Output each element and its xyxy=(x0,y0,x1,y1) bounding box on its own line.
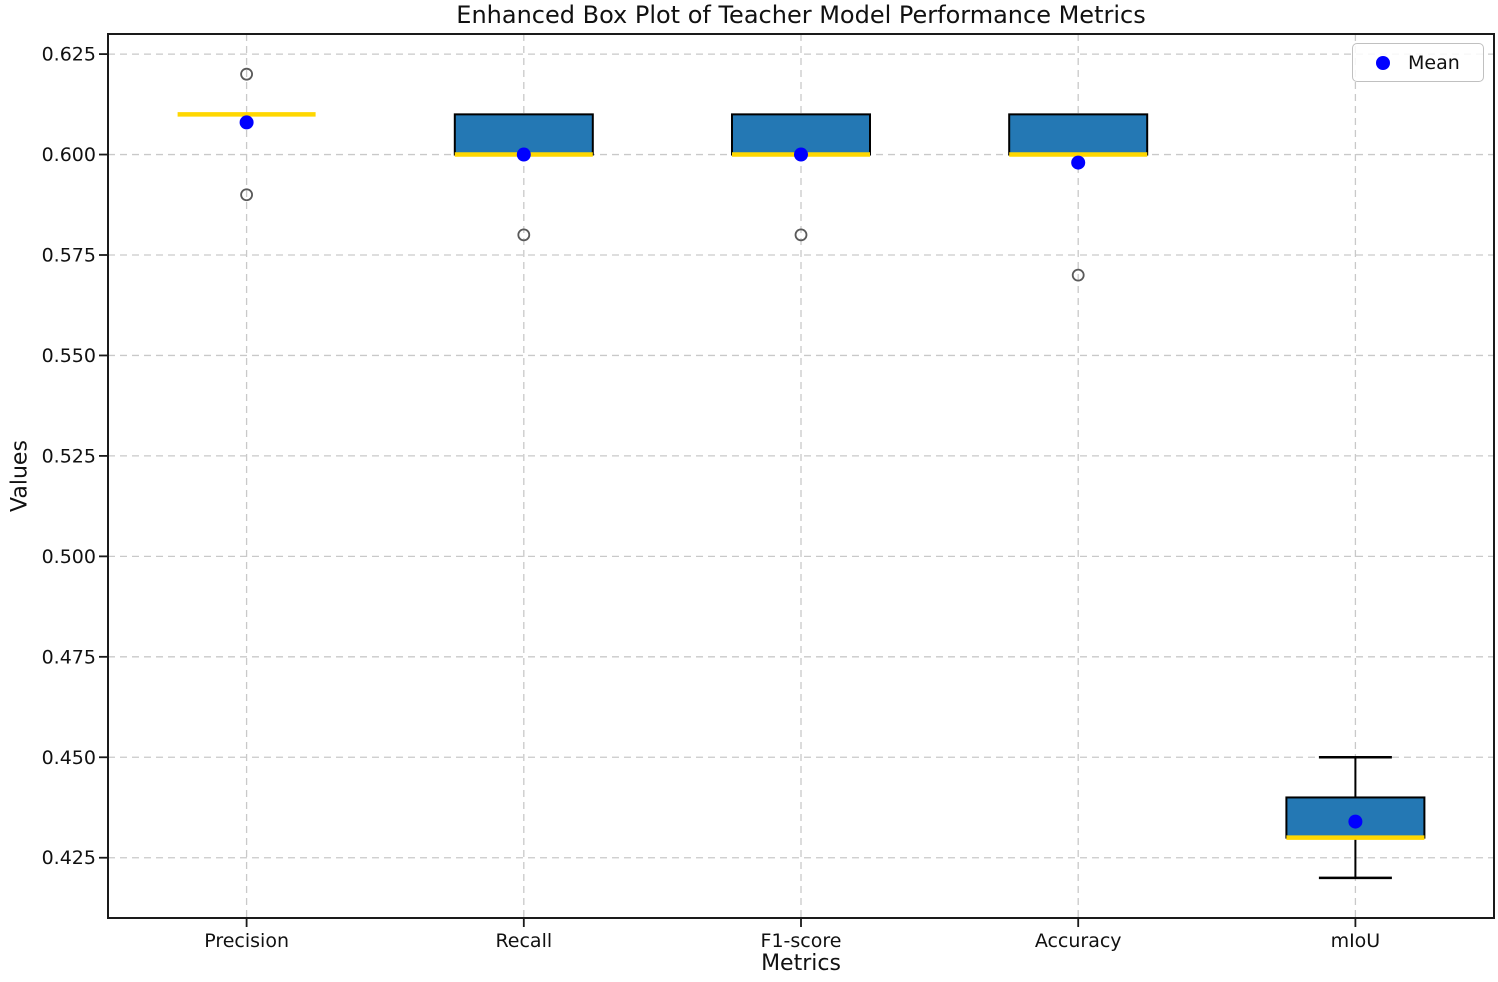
legend-label: Mean xyxy=(1408,51,1460,74)
x-tick-label: F1-score xyxy=(761,930,842,952)
outlier-marker xyxy=(794,228,808,242)
legend: Mean xyxy=(1352,43,1484,82)
mean-marker xyxy=(516,147,531,162)
y-tick-label: 0.500 xyxy=(42,546,96,568)
outlier-marker xyxy=(517,228,531,242)
y-tick-label: 0.525 xyxy=(42,445,96,467)
outlier-marker xyxy=(240,67,254,81)
mean-marker-icon xyxy=(1376,55,1390,70)
iqr-box xyxy=(731,113,871,156)
y-tick-label: 0.550 xyxy=(42,345,96,367)
x-tick-label: mIoU xyxy=(1331,930,1381,952)
plot-border xyxy=(107,33,1495,919)
mean-marker xyxy=(239,115,254,130)
iqr-box xyxy=(1008,113,1149,156)
mean-marker xyxy=(1348,814,1363,829)
y-tick-label: 0.575 xyxy=(42,245,96,267)
x-tick-label: Accuracy xyxy=(1035,930,1122,952)
y-tick-label: 0.475 xyxy=(42,646,96,668)
mean-marker xyxy=(1071,155,1086,170)
y-tick-label: 0.450 xyxy=(42,747,96,769)
y-tick-label: 0.425 xyxy=(42,847,96,869)
chart-title: Enhanced Box Plot of Teacher Model Perfo… xyxy=(456,1,1146,29)
y-tick-label: 0.625 xyxy=(42,44,96,66)
x-axis-label: Metrics xyxy=(761,951,841,976)
mean-marker xyxy=(794,147,808,162)
x-tick-label: Recall xyxy=(495,930,552,952)
outlier-marker xyxy=(240,188,254,202)
y-tick-label: 0.600 xyxy=(42,144,96,166)
outlier-marker xyxy=(1071,268,1085,282)
x-tick-label: Precision xyxy=(204,930,289,952)
